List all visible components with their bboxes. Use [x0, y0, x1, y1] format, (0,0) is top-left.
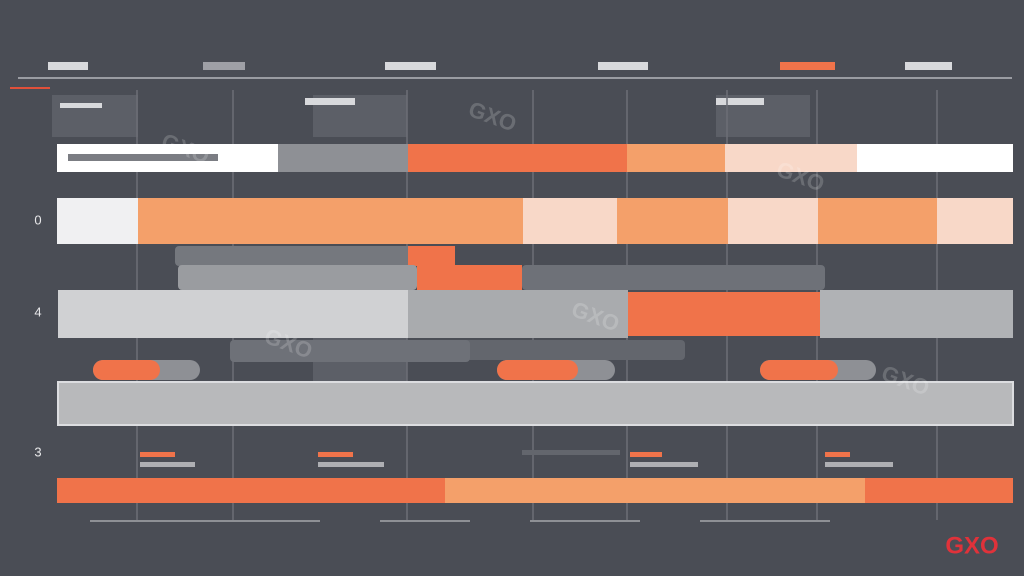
- bar: [230, 340, 470, 362]
- pill: [93, 360, 160, 380]
- header-labels: [48, 62, 952, 70]
- segment: [408, 144, 627, 172]
- header-label: [385, 62, 436, 70]
- header-label: [905, 62, 952, 70]
- row-2: [57, 198, 1013, 244]
- note: [522, 450, 620, 455]
- pill: [497, 360, 578, 380]
- panel-label: [305, 98, 355, 105]
- bar: [400, 340, 685, 360]
- row-1: [57, 144, 1013, 172]
- segment: [937, 198, 1013, 244]
- bar: [417, 265, 522, 290]
- pill: [760, 360, 838, 380]
- segment: [408, 290, 628, 338]
- row-text: [68, 154, 218, 161]
- segment: [138, 198, 523, 244]
- segment: [445, 478, 865, 503]
- segment: [627, 144, 725, 172]
- bar: [178, 265, 417, 290]
- segment: [728, 198, 818, 244]
- note: [630, 452, 662, 457]
- segment: [818, 198, 937, 244]
- note: [825, 452, 850, 457]
- header-label: [48, 62, 88, 70]
- notes: [140, 450, 893, 467]
- segment: [857, 144, 1013, 172]
- header-label: [598, 62, 648, 70]
- segment: [820, 290, 1013, 338]
- pills: [93, 360, 876, 380]
- note: [630, 462, 698, 467]
- note: [140, 462, 195, 467]
- row-label: 3: [34, 444, 41, 459]
- segment: [57, 478, 445, 503]
- row-5: [57, 478, 1013, 503]
- row-4: [57, 381, 1014, 426]
- row-label: 0: [34, 212, 41, 227]
- segment: [725, 144, 857, 172]
- bar: [522, 265, 825, 290]
- panel-label: [60, 103, 102, 108]
- bar: [175, 246, 455, 266]
- header-label: [203, 62, 245, 70]
- segment: [57, 198, 138, 244]
- note: [318, 462, 384, 467]
- sub-bars: [175, 246, 825, 290]
- panel-label: [716, 98, 764, 105]
- segment: [865, 478, 1013, 503]
- bar: [408, 246, 455, 266]
- note: [825, 462, 893, 467]
- logo: GXO: [945, 532, 998, 559]
- header-label: [780, 62, 835, 70]
- segment: [278, 144, 408, 172]
- note: [318, 452, 353, 457]
- segment: [628, 292, 820, 336]
- segment: [58, 290, 408, 338]
- panel: [52, 95, 138, 137]
- note: [140, 452, 175, 457]
- segment: [617, 198, 728, 244]
- row-label: 4: [34, 304, 41, 319]
- segment: [523, 198, 617, 244]
- row-3: [58, 290, 1013, 362]
